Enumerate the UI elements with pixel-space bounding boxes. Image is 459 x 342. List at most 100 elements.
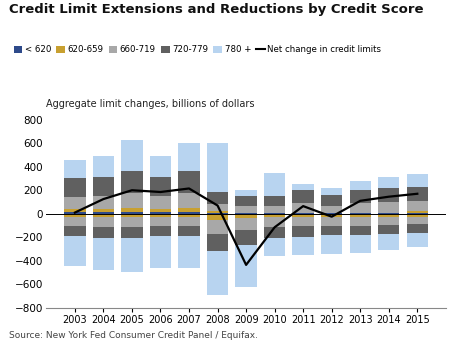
Bar — [121, 140, 142, 171]
Legend: < 620, 620-659, 660-719, 720-779, 780 +, Net change in credit limits: < 620, 620-659, 660-719, 720-779, 780 +,… — [13, 45, 381, 54]
Bar — [349, 190, 370, 203]
Bar — [320, 217, 341, 225]
Bar — [349, 236, 370, 252]
Bar — [121, 227, 142, 238]
Bar — [263, 238, 285, 256]
Bar — [93, 214, 114, 217]
Bar — [263, 213, 285, 214]
Bar — [377, 234, 398, 250]
Bar — [178, 214, 199, 217]
Bar — [377, 177, 398, 188]
Bar — [207, 192, 228, 204]
Bar — [64, 236, 85, 266]
Bar — [235, 206, 256, 213]
Bar — [64, 179, 85, 197]
Bar — [406, 217, 427, 224]
Bar — [93, 238, 114, 269]
Bar — [320, 213, 341, 214]
Bar — [292, 237, 313, 255]
Bar — [292, 203, 313, 213]
Bar — [235, 229, 256, 245]
Bar — [349, 217, 370, 225]
Bar — [64, 197, 85, 209]
Bar — [178, 217, 199, 226]
Bar — [349, 203, 370, 213]
Bar — [377, 188, 398, 202]
Bar — [207, 204, 228, 211]
Bar — [320, 188, 341, 195]
Bar — [121, 214, 142, 217]
Bar — [320, 206, 341, 213]
Bar — [64, 226, 85, 236]
Bar — [406, 213, 427, 214]
Bar — [292, 226, 313, 237]
Bar — [207, 220, 228, 234]
Bar — [93, 177, 114, 196]
Bar — [207, 143, 228, 192]
Bar — [377, 217, 398, 225]
Bar — [178, 236, 199, 268]
Bar — [406, 224, 427, 233]
Bar — [93, 196, 114, 209]
Bar — [349, 214, 370, 217]
Bar — [207, 214, 228, 220]
Bar — [377, 225, 398, 234]
Bar — [235, 213, 256, 214]
Bar — [207, 251, 228, 295]
Bar — [406, 174, 427, 187]
Bar — [320, 214, 341, 217]
Bar — [150, 217, 171, 226]
Bar — [150, 209, 171, 212]
Bar — [292, 214, 313, 217]
Text: Aggregate limit changes, billions of dollars: Aggregate limit changes, billions of dol… — [46, 100, 254, 109]
Bar — [93, 217, 114, 227]
Bar — [377, 202, 398, 213]
Bar — [64, 160, 85, 179]
Bar — [406, 187, 427, 201]
Bar — [178, 212, 199, 214]
Bar — [320, 236, 341, 254]
Bar — [292, 190, 313, 203]
Bar — [178, 193, 199, 209]
Bar — [93, 212, 114, 214]
Bar — [349, 225, 370, 236]
Bar — [349, 181, 370, 190]
Bar — [207, 234, 228, 251]
Bar — [121, 238, 142, 272]
Bar — [263, 196, 285, 206]
Bar — [93, 227, 114, 238]
Bar — [121, 217, 142, 227]
Bar — [207, 211, 228, 213]
Bar — [121, 209, 142, 212]
Bar — [292, 213, 313, 214]
Bar — [263, 173, 285, 196]
Bar — [178, 171, 199, 193]
Bar — [406, 201, 427, 211]
Bar — [406, 214, 427, 217]
Bar — [207, 213, 228, 214]
Bar — [292, 184, 313, 190]
Bar — [377, 213, 398, 214]
Bar — [406, 233, 427, 247]
Bar — [150, 236, 171, 268]
Bar — [150, 212, 171, 214]
Bar — [150, 156, 171, 177]
Bar — [263, 227, 285, 238]
Bar — [349, 213, 370, 214]
Bar — [64, 217, 85, 226]
Bar — [150, 214, 171, 217]
Bar — [263, 217, 285, 227]
Bar — [292, 217, 313, 226]
Bar — [235, 245, 256, 287]
Bar — [235, 190, 256, 196]
Bar — [178, 143, 199, 171]
Bar — [150, 196, 171, 209]
Bar — [235, 218, 256, 229]
Bar — [320, 195, 341, 206]
Bar — [178, 209, 199, 212]
Bar — [377, 214, 398, 217]
Bar — [64, 209, 85, 212]
Bar — [235, 196, 256, 206]
Bar — [150, 177, 171, 196]
Bar — [121, 171, 142, 193]
